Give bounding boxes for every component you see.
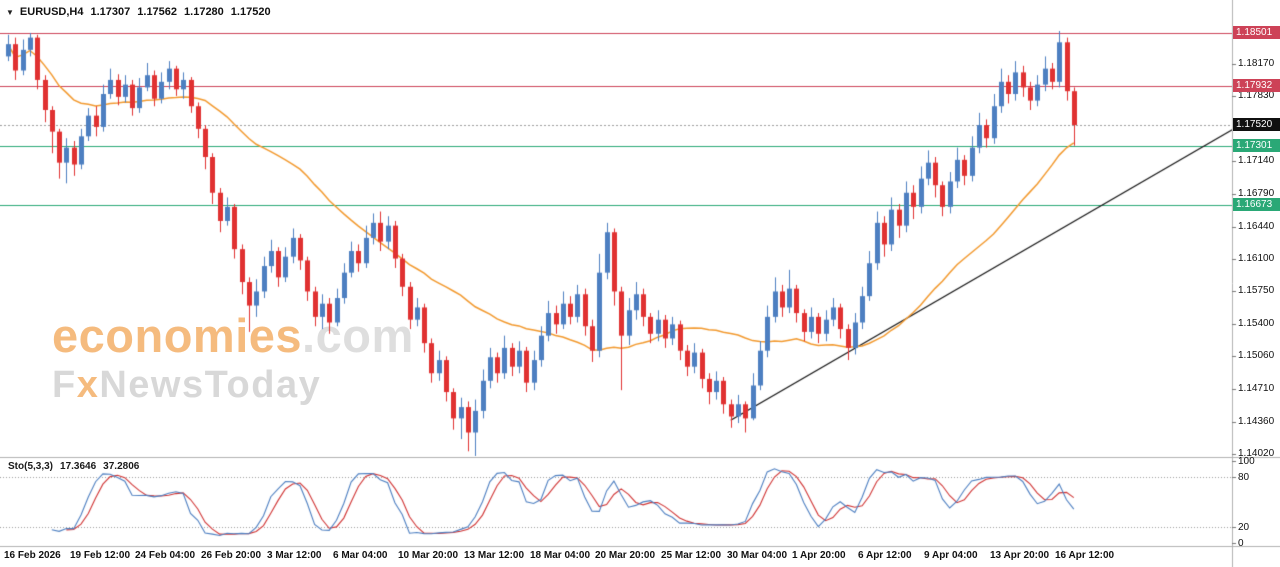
stoch-axis-label: 0 [1238, 538, 1244, 549]
price-axis-label: 1.17140 [1238, 155, 1275, 166]
time-axis-label: 30 Mar 04:00 [727, 550, 788, 561]
price-level-tag-resistance: 1.17932 [1233, 79, 1280, 92]
price-level-tag-support: 1.17301 [1233, 139, 1280, 152]
symbol-info-bar: ▼ EURUSD,H4 1.17307 1.17562 1.17280 1.17… [6, 6, 271, 18]
ohlc-close: 1.17520 [230, 6, 271, 18]
price-axis-label: 1.15060 [1238, 350, 1275, 361]
price-axis-label: 1.14360 [1238, 416, 1275, 427]
stoch-axis-label: 20 [1238, 522, 1250, 533]
price-axis-label: 1.14020 [1238, 448, 1275, 459]
time-axis-label: 16 Apr 12:00 [1055, 550, 1115, 561]
time-axis-label: 6 Mar 04:00 [333, 550, 388, 561]
price-axis-label: 1.14710 [1238, 383, 1275, 394]
time-axis-label: 13 Apr 20:00 [990, 550, 1050, 561]
stochastic-main-value: 17.3646 [60, 461, 97, 472]
time-axis-label: 25 Mar 12:00 [661, 550, 722, 561]
time-axis-label: 13 Mar 12:00 [464, 550, 525, 561]
time-axis-label: 16 Feb 2026 [4, 550, 61, 561]
price-axis-label: 1.15400 [1238, 318, 1275, 329]
time-axis-label: 10 Mar 20:00 [398, 550, 459, 561]
price-axis-label: 1.15750 [1238, 285, 1275, 296]
stochastic-name: Sto(5,3,3) [8, 461, 54, 472]
time-axis-label: 3 Mar 12:00 [267, 550, 322, 561]
time-axis-label: 20 Mar 20:00 [595, 550, 656, 561]
stoch-axis-label: 80 [1238, 472, 1250, 483]
price-level-tag-current-price: 1.17520 [1233, 118, 1280, 131]
time-axis-label: 1 Apr 20:00 [792, 550, 846, 561]
price-axis-label: 1.16440 [1238, 221, 1275, 232]
time-axis-label: 24 Feb 04:00 [135, 550, 196, 561]
chevron-down-icon[interactable]: ▼ [6, 7, 14, 17]
price-level-tag-support: 1.16673 [1233, 198, 1280, 211]
price-axis-label: 1.17830 [1238, 90, 1275, 101]
price-axis-label: 1.16790 [1238, 188, 1275, 199]
ohlc-high: 1.17562 [137, 6, 178, 18]
stoch-axis-label: 100 [1238, 456, 1255, 467]
ohlc-open: 1.17307 [90, 6, 131, 18]
price-level-tag-resistance: 1.18501 [1233, 26, 1280, 39]
price-axis-label: 1.16100 [1238, 253, 1275, 264]
symbol-timeframe: EURUSD,H4 [19, 6, 84, 18]
time-axis-label: 9 Apr 04:00 [924, 550, 978, 561]
stochastic-signal-value: 37.2806 [103, 461, 140, 472]
time-axis-label: 19 Feb 12:00 [70, 550, 131, 561]
time-axis-label: 18 Mar 04:00 [530, 550, 591, 561]
time-axis-label: 6 Apr 12:00 [858, 550, 912, 561]
time-axis-label: 26 Feb 20:00 [201, 550, 262, 561]
ohlc-low: 1.17280 [184, 6, 224, 18]
price-axis-label: 1.18170 [1238, 58, 1275, 69]
stochastic-label: Sto(5,3,3) 17.3646 37.2806 [8, 461, 139, 472]
